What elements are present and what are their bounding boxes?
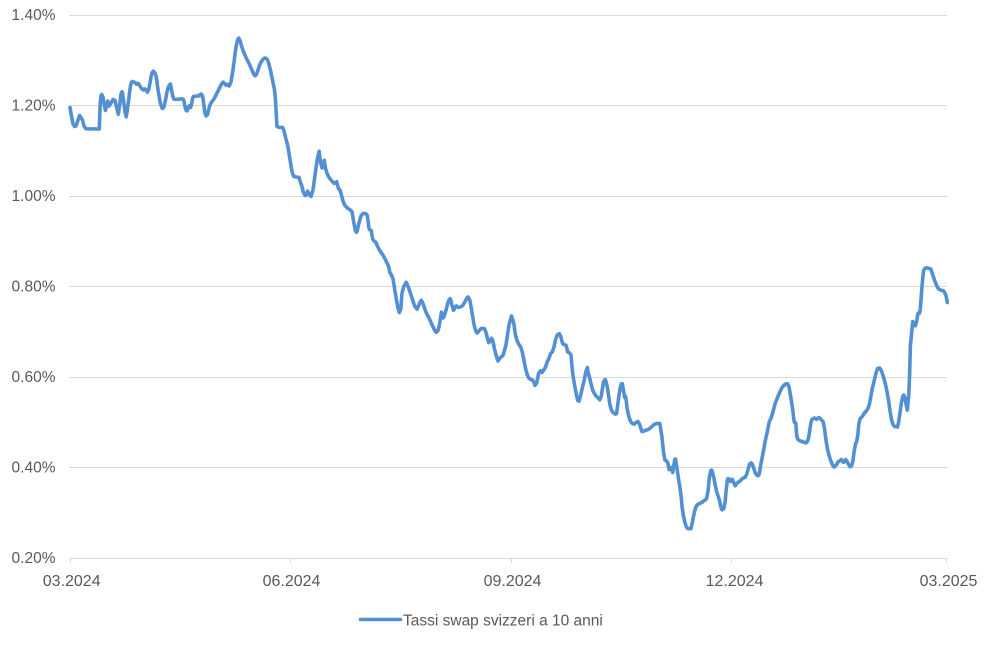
svg-text:06.2024: 06.2024 (263, 573, 321, 590)
svg-text:0.80%: 0.80% (12, 279, 56, 296)
svg-text:Tassi swap svizzeri a 10 anni: Tassi swap svizzeri a 10 anni (403, 613, 603, 630)
svg-text:0.40%: 0.40% (12, 460, 56, 477)
svg-text:1.00%: 1.00% (12, 188, 56, 205)
svg-text:09.2024: 09.2024 (484, 573, 542, 590)
svg-text:1.20%: 1.20% (12, 98, 56, 115)
svg-text:0.60%: 0.60% (12, 369, 56, 386)
svg-text:12.2024: 12.2024 (706, 573, 764, 590)
svg-text:03.2025: 03.2025 (920, 573, 978, 590)
svg-text:03.2024: 03.2024 (43, 573, 101, 590)
svg-text:1.40%: 1.40% (12, 7, 56, 24)
svg-text:0.20%: 0.20% (12, 550, 56, 567)
